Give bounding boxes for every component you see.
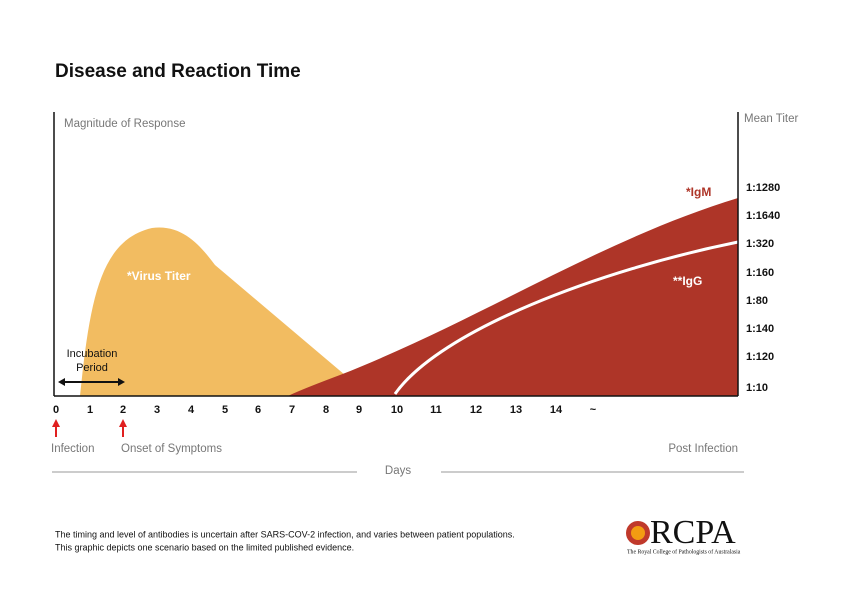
onset-label: Onset of Symptoms bbox=[121, 443, 222, 455]
logo: RCPA The Royal College of Pathologists o… bbox=[626, 514, 741, 555]
titer-label: 1:1280 bbox=[746, 182, 780, 194]
incubation-label: Incubation bbox=[67, 348, 118, 360]
incubation-arrow bbox=[58, 378, 125, 386]
titer-label: 1:10 bbox=[746, 382, 768, 394]
title: Disease and Reaction Time bbox=[55, 61, 301, 82]
igg-line bbox=[393, 240, 739, 395]
x-label: 4 bbox=[188, 404, 195, 416]
x-label: 3 bbox=[154, 404, 160, 416]
post-label: Post Infection bbox=[668, 443, 738, 455]
x-label: 0 bbox=[53, 404, 59, 416]
x-label: 6 bbox=[255, 404, 261, 416]
x-label: 11 bbox=[430, 404, 442, 416]
x-label: 10 bbox=[391, 404, 403, 416]
infection-label: Infection bbox=[51, 443, 94, 455]
titer-label: 1:80 bbox=[746, 295, 768, 307]
days-label: Days bbox=[385, 465, 411, 477]
igm-area bbox=[288, 198, 738, 396]
x-label: 14 bbox=[550, 404, 563, 416]
titer-label: 1:160 bbox=[746, 267, 774, 279]
footnote: This graphic depicts one scenario based … bbox=[55, 542, 354, 552]
virus-area bbox=[80, 227, 352, 396]
titer-label: 1:140 bbox=[746, 323, 774, 335]
x-label: 5 bbox=[222, 404, 228, 416]
x-label: 13 bbox=[510, 404, 522, 416]
footnote: The timing and level of antibodies is un… bbox=[55, 529, 515, 539]
titer-label: 1:320 bbox=[746, 238, 774, 250]
titer-label: 1:1640 bbox=[746, 210, 780, 222]
virus-label: *Virus Titer bbox=[127, 269, 191, 283]
x-label: 12 bbox=[470, 404, 482, 416]
x-label: 8 bbox=[323, 404, 329, 416]
right-axis-label: Mean Titer bbox=[744, 113, 798, 125]
x-label: 9 bbox=[356, 404, 362, 416]
x-label: ~ bbox=[590, 404, 597, 416]
igm-label: *IgM bbox=[686, 185, 711, 199]
incubation-label: Period bbox=[76, 362, 108, 374]
logo-subtitle: The Royal College of Pathologists of Aus… bbox=[627, 548, 741, 555]
igg-label: **IgG bbox=[673, 274, 702, 288]
x-label: 2 bbox=[120, 404, 126, 416]
marker-arrows bbox=[52, 419, 127, 437]
titer-label: 1:120 bbox=[746, 351, 774, 363]
x-label: 7 bbox=[289, 404, 295, 416]
x-label: 1 bbox=[87, 404, 93, 416]
logo-name: RCPA bbox=[650, 514, 736, 551]
left-axis-label: Magnitude of Response bbox=[64, 118, 185, 130]
